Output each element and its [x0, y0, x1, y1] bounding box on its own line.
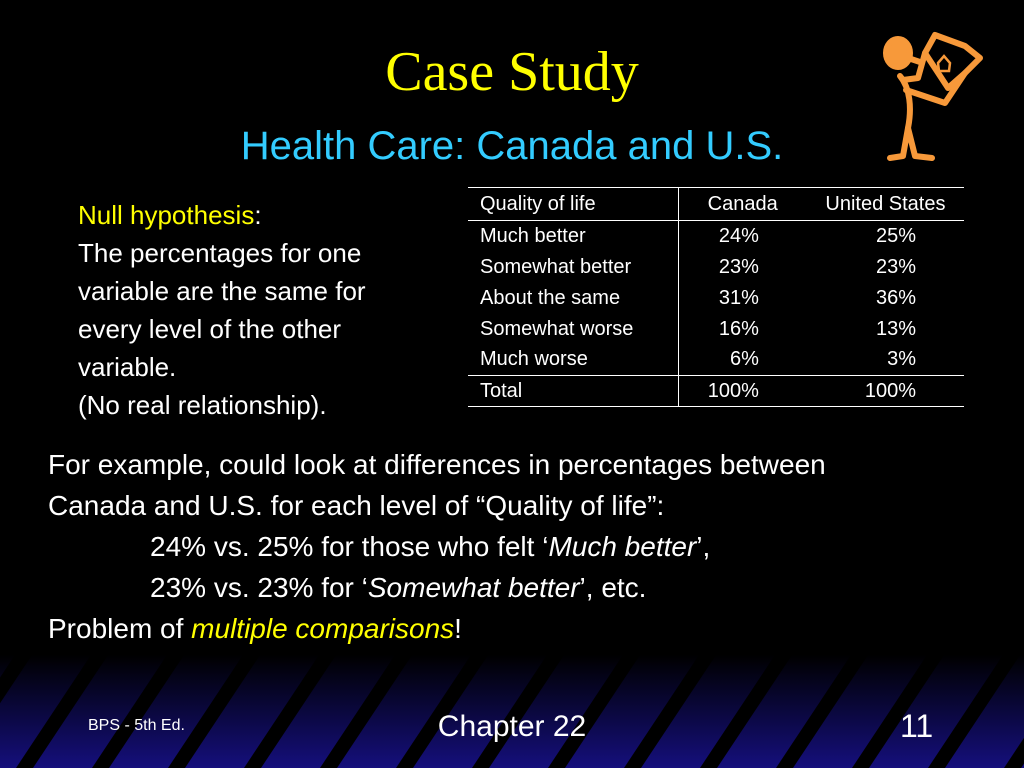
footer-band: [0, 655, 1024, 768]
table-cell: 6%: [729, 348, 759, 371]
stripe: [1004, 737, 1024, 768]
table-cell: 23%: [718, 255, 759, 278]
table-row: Somewhat worse 16% 13%: [468, 313, 964, 345]
stripe: [396, 655, 488, 768]
table-cell: Somewhat worse: [468, 313, 679, 345]
table-cell: 13%: [875, 317, 916, 340]
stripe: [700, 655, 792, 768]
table-cell: 100%: [678, 375, 807, 407]
text: ’, etc.: [579, 572, 647, 603]
table-cell: 24%: [718, 224, 759, 247]
hypothesis-line: variable are the same for: [78, 276, 366, 306]
body-line: For example, could look at differences i…: [48, 449, 826, 480]
footer-chapter: Chapter 22: [437, 710, 587, 743]
table-cell: Somewhat better: [468, 251, 679, 283]
text: 24% vs. 25% for those who felt ‘: [150, 531, 549, 562]
column-header: Quality of life: [468, 187, 679, 221]
body-line: Problem of multiple comparisons!: [48, 608, 826, 649]
table-cell: About the same: [468, 282, 679, 314]
stripe: [320, 655, 412, 768]
stripe: [244, 655, 336, 768]
stripe: [168, 655, 260, 768]
table-cell: 31%: [718, 286, 759, 309]
stripe: [472, 655, 564, 768]
stripe: [776, 655, 868, 768]
hypothesis-line: (No real relationship).: [78, 390, 327, 420]
text: !: [454, 613, 462, 644]
stripe: [92, 655, 184, 768]
table-cell: 23%: [875, 255, 916, 278]
stripe: [928, 655, 1020, 768]
table-cell: 36%: [875, 286, 916, 309]
text: Problem of: [48, 613, 192, 644]
table-cell: Total: [468, 375, 679, 407]
stripe: [16, 655, 108, 768]
table-cell: 16%: [718, 317, 759, 340]
table-cell: Much better: [468, 220, 679, 252]
emphasis: Somewhat better: [367, 572, 580, 603]
text: ’,: [696, 531, 711, 562]
diagonal-stripes: [0, 655, 1024, 768]
emphasis: Much better: [548, 531, 697, 562]
slide-subtitle: Health Care: Canada and U.S.: [240, 124, 784, 168]
body-text: For example, could look at differences i…: [48, 444, 826, 649]
stripe: [624, 655, 716, 768]
hypothesis-line: variable.: [78, 352, 177, 382]
stripe: [852, 655, 944, 768]
footer-edition: BPS - 5th Ed.: [88, 717, 185, 734]
table-row: About the same 31% 36%: [468, 282, 964, 314]
quality-of-life-table: Quality of life Canada United States Muc…: [468, 187, 964, 407]
column-header: United States: [806, 187, 964, 221]
body-line: Canada and U.S. for each level of “Quali…: [48, 490, 665, 521]
table-header-row: Quality of life Canada United States: [468, 187, 964, 221]
hypothesis-line: The percentages for one: [78, 238, 362, 268]
body-line: 24% vs. 25% for those who felt ‘Much bet…: [48, 526, 826, 567]
slide-number: 11: [900, 708, 934, 744]
table-total-row: Total 100% 100%: [468, 375, 964, 407]
null-hypothesis-block: Null hypothesis: The percentages for one…: [78, 196, 366, 424]
highlight: multiple comparisons: [191, 613, 455, 644]
null-hypothesis-label: Null hypothesis: [78, 200, 255, 230]
table-cell: 3%: [887, 348, 916, 371]
column-header: Canada: [678, 187, 807, 221]
table-cell: 100%: [806, 375, 964, 407]
table-row: Somewhat better 23% 23%: [468, 251, 964, 283]
slide-title: Case Study: [385, 41, 639, 103]
hypothesis-line: every level of the other: [78, 314, 342, 344]
stripe: [548, 655, 640, 768]
colon: :: [254, 200, 262, 230]
table-row: Much worse 6% 3%: [468, 344, 964, 376]
person-holding-sign-icon: [883, 32, 983, 161]
text: 23% vs. 23% for ‘: [150, 572, 368, 603]
table-cell: Much worse: [468, 344, 679, 376]
table-cell: 25%: [875, 224, 916, 247]
body-line: 23% vs. 23% for ‘Somewhat better’, etc.: [48, 567, 826, 608]
table-row: Much better 24% 25%: [468, 220, 964, 252]
